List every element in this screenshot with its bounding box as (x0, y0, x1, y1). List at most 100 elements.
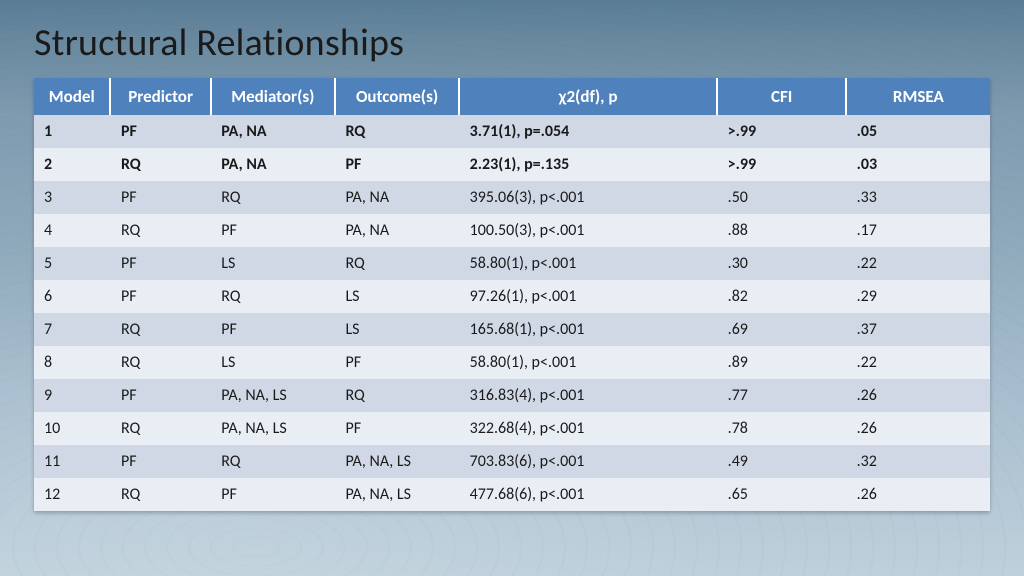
cell: .05 (846, 115, 989, 148)
col-outcomes: Outcome(s) (335, 78, 459, 115)
cell: >.99 (717, 148, 846, 181)
cell: 58.80(1), p<.001 (459, 247, 717, 280)
cell: 6 (34, 280, 110, 313)
cell: .33 (846, 181, 989, 214)
col-chi2: χ2(df), p (459, 78, 717, 115)
cell: PA, NA, LS (211, 379, 335, 412)
table-row: 8RQLSPF58.80(1), p<.001.89.22 (34, 346, 990, 379)
cell: RQ (110, 412, 210, 445)
cell: PF (110, 247, 210, 280)
col-mediators: Mediator(s) (211, 78, 335, 115)
cell: 11 (34, 445, 110, 478)
cell: PF (335, 346, 459, 379)
cell: PA, NA (335, 181, 459, 214)
cell: 58.80(1), p<.001 (459, 346, 717, 379)
cell: .03 (846, 148, 989, 181)
cell: PF (110, 445, 210, 478)
cell: 3 (34, 181, 110, 214)
cell: PA, NA, LS (335, 445, 459, 478)
table-row: 11PFRQPA, NA, LS703.83(6), p<.001.49.32 (34, 445, 990, 478)
cell: .82 (717, 280, 846, 313)
cell: 395.06(3), p<.001 (459, 181, 717, 214)
cell: 316.83(4), p<.001 (459, 379, 717, 412)
cell: 12 (34, 478, 110, 511)
col-predictor: Predictor (110, 78, 210, 115)
table-row: 5PFLSRQ58.80(1), p<.001.30.22 (34, 247, 990, 280)
cell: 703.83(6), p<.001 (459, 445, 717, 478)
cell: PF (110, 280, 210, 313)
model-fit-table-wrap: Model Predictor Mediator(s) Outcome(s) χ… (34, 78, 990, 511)
model-fit-table: Model Predictor Mediator(s) Outcome(s) χ… (34, 78, 990, 511)
col-rmsea: RMSEA (846, 78, 989, 115)
cell: .32 (846, 445, 989, 478)
slide: Structural Relationships Model Predictor… (0, 0, 1024, 576)
cell: RQ (211, 181, 335, 214)
cell: .65 (717, 478, 846, 511)
cell: 322.68(4), p<.001 (459, 412, 717, 445)
cell: LS (211, 247, 335, 280)
cell: .29 (846, 280, 989, 313)
cell: .50 (717, 181, 846, 214)
cell: RQ (211, 280, 335, 313)
cell: 477.68(6), p<.001 (459, 478, 717, 511)
cell: RQ (110, 346, 210, 379)
cell: .30 (717, 247, 846, 280)
cell: RQ (110, 214, 210, 247)
cell: RQ (110, 148, 210, 181)
cell: .78 (717, 412, 846, 445)
table-row: 7RQPFLS165.68(1), p<.001.69.37 (34, 313, 990, 346)
cell: RQ (110, 478, 210, 511)
table-row: 9PFPA, NA, LSRQ316.83(4), p<.001.77.26 (34, 379, 990, 412)
cell: RQ (211, 445, 335, 478)
cell: PF (110, 115, 210, 148)
cell: PA, NA (211, 115, 335, 148)
cell: 10 (34, 412, 110, 445)
cell: RQ (335, 115, 459, 148)
cell: .37 (846, 313, 989, 346)
cell: LS (335, 313, 459, 346)
col-model: Model (34, 78, 110, 115)
cell: PA, NA, LS (335, 478, 459, 511)
cell: LS (211, 346, 335, 379)
cell: PF (110, 379, 210, 412)
cell: RQ (335, 247, 459, 280)
table-row: 2RQPA, NAPF2.23(1), p=.135>.99.03 (34, 148, 990, 181)
cell: 7 (34, 313, 110, 346)
cell: PF (211, 313, 335, 346)
table-body: 1PFPA, NARQ3.71(1), p=.054>.99.052RQPA, … (34, 115, 990, 511)
table-row: 12RQPFPA, NA, LS477.68(6), p<.001.65.26 (34, 478, 990, 511)
slide-title: Structural Relationships (34, 20, 404, 66)
cell: 1 (34, 115, 110, 148)
cell: 3.71(1), p=.054 (459, 115, 717, 148)
table-row: 4RQPFPA, NA100.50(3), p<.001.88.17 (34, 214, 990, 247)
table-row: 10RQPA, NA, LSPF322.68(4), p<.001.78.26 (34, 412, 990, 445)
header-row: Model Predictor Mediator(s) Outcome(s) χ… (34, 78, 990, 115)
cell: .49 (717, 445, 846, 478)
table-row: 1PFPA, NARQ3.71(1), p=.054>.99.05 (34, 115, 990, 148)
cell: 5 (34, 247, 110, 280)
table-head: Model Predictor Mediator(s) Outcome(s) χ… (34, 78, 990, 115)
cell: PF (211, 478, 335, 511)
cell: .77 (717, 379, 846, 412)
cell: PF (335, 148, 459, 181)
cell: 9 (34, 379, 110, 412)
table-row: 3PFRQPA, NA395.06(3), p<.001.50.33 (34, 181, 990, 214)
cell: .69 (717, 313, 846, 346)
cell: .26 (846, 379, 989, 412)
cell: 97.26(1), p<.001 (459, 280, 717, 313)
cell: .22 (846, 247, 989, 280)
cell: 4 (34, 214, 110, 247)
cell: PF (110, 181, 210, 214)
cell: .89 (717, 346, 846, 379)
cell: PF (335, 412, 459, 445)
table-row: 6PFRQLS97.26(1), p<.001.82.29 (34, 280, 990, 313)
cell: LS (335, 280, 459, 313)
cell: 165.68(1), p<.001 (459, 313, 717, 346)
cell: PA, NA (211, 148, 335, 181)
cell: RQ (110, 313, 210, 346)
cell: .17 (846, 214, 989, 247)
cell: .88 (717, 214, 846, 247)
cell: PA, NA (335, 214, 459, 247)
cell: 2 (34, 148, 110, 181)
cell: 100.50(3), p<.001 (459, 214, 717, 247)
